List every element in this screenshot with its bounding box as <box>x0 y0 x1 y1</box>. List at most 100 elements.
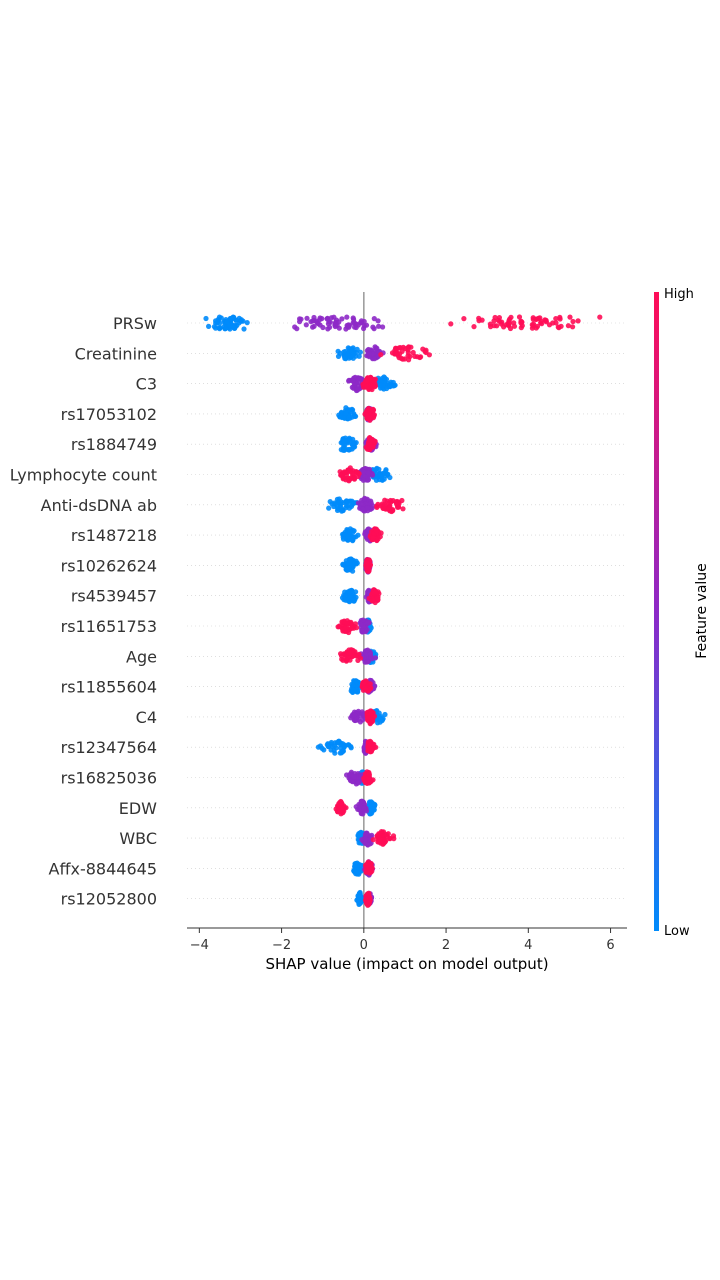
shap-dot <box>362 779 368 785</box>
shap-dot <box>498 321 504 327</box>
shap-dot <box>362 836 368 842</box>
shap-dot <box>387 835 393 841</box>
feature-row-dots <box>333 798 378 817</box>
shap-dot <box>340 657 346 663</box>
shap-dot <box>380 324 386 330</box>
shap-dot <box>355 689 361 695</box>
shap-dot <box>354 625 360 631</box>
shap-dot <box>313 318 320 324</box>
shap-dot <box>325 321 331 327</box>
shap-dot <box>336 738 342 744</box>
shap-dot <box>387 474 393 481</box>
shap-dot <box>224 318 230 325</box>
shap-dot <box>356 376 362 382</box>
shap-dot <box>365 863 371 869</box>
shap-dot <box>539 321 545 327</box>
shap-dot <box>423 347 429 353</box>
shap-dot <box>383 467 389 473</box>
shap-dot <box>324 316 330 322</box>
feature-label: rs12347564 <box>61 738 157 757</box>
shap-dot <box>366 868 372 874</box>
shap-dot <box>410 349 416 356</box>
shap-dot <box>352 712 358 718</box>
shap-dot <box>328 739 334 746</box>
shap-dot <box>370 837 376 843</box>
shap-dot <box>229 315 235 321</box>
shap-dot <box>376 839 382 845</box>
shap-dot <box>371 412 377 418</box>
shap-dot <box>351 351 357 357</box>
shap-dot <box>347 529 353 535</box>
shap-dot <box>355 780 361 786</box>
shap-dot <box>402 346 408 352</box>
shap-dot <box>377 717 383 723</box>
shap-dot <box>418 354 424 360</box>
shap-dot <box>374 504 380 510</box>
shap-dot <box>496 315 502 321</box>
shap-dot <box>375 596 381 602</box>
shap-dot <box>359 862 365 868</box>
shap-dot <box>543 317 549 323</box>
shap-dot <box>406 357 412 363</box>
shap-dot <box>376 472 382 478</box>
shap-dot <box>230 324 236 330</box>
shap-dot <box>339 748 345 754</box>
feature-labels: PRSw Creatinine C3 rs17053102 rs1884749 Lymph… <box>10 314 157 909</box>
shap-dot <box>494 323 500 329</box>
shap-dot <box>350 378 356 384</box>
shap-dot <box>346 378 352 384</box>
shap-dot <box>476 318 482 324</box>
shap-dot <box>448 321 454 327</box>
shap-dot <box>304 315 310 321</box>
feature-row-dots <box>346 374 398 394</box>
shap-dot <box>359 628 365 634</box>
shap-dot <box>518 320 524 326</box>
shap-dot <box>346 560 352 566</box>
feature-label: PRSw <box>113 314 157 333</box>
feature-label: Affx-8844645 <box>49 859 157 878</box>
shap-dot <box>353 869 359 875</box>
shap-dot <box>383 832 389 838</box>
shap-dot <box>570 318 576 325</box>
shap-dot <box>400 506 406 512</box>
shap-dot <box>347 594 353 600</box>
shap-dot <box>389 350 396 356</box>
feature-row-dots <box>335 344 432 363</box>
shap-dot <box>350 682 356 688</box>
shap-dot <box>530 323 536 329</box>
shap-dot <box>336 412 342 418</box>
shap-dot <box>367 708 373 714</box>
shap-dot <box>363 896 369 903</box>
shap-dot <box>518 325 524 331</box>
shap-dot <box>366 770 372 777</box>
shap-dot <box>294 326 300 332</box>
shap-dot <box>350 537 356 543</box>
shap-dot <box>353 653 359 659</box>
shap-dot <box>238 318 244 324</box>
shap-dot <box>367 651 373 657</box>
shap-dot <box>370 718 376 725</box>
shap-dot <box>350 598 356 604</box>
shap-dot <box>349 779 356 785</box>
shap-dot <box>426 352 432 358</box>
shap-dot <box>354 346 360 352</box>
shap-dot <box>382 711 388 718</box>
shap-dot <box>349 384 355 390</box>
shap-dot <box>366 743 372 749</box>
shap-dot <box>363 832 369 838</box>
shap-dot <box>358 798 365 805</box>
shap-dot <box>342 354 348 360</box>
shap-dot <box>345 742 351 748</box>
shap-dot <box>371 316 377 322</box>
shap-dot <box>365 842 371 848</box>
shap-dot <box>340 536 347 542</box>
shap-dot <box>346 435 352 441</box>
shap-dot <box>341 349 347 355</box>
shap-dot <box>487 321 493 327</box>
shap-dot <box>405 349 411 356</box>
feature-row-dots <box>335 617 374 636</box>
feature-row-dots <box>339 587 382 606</box>
feature-label: rs1884749 <box>71 435 157 454</box>
shap-dot <box>357 501 363 507</box>
